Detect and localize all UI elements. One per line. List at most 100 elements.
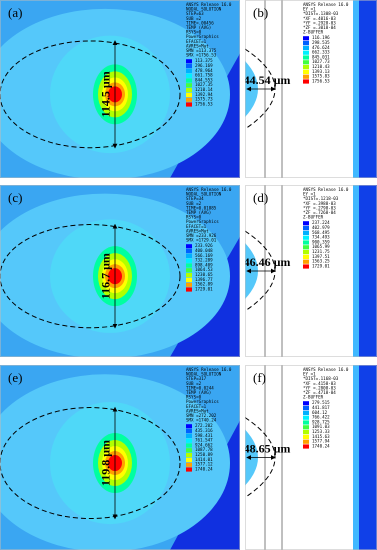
ansys-header: EY =1: [303, 372, 316, 377]
ansys-header: EFACET=1: [186, 39, 207, 44]
legend-swatch: [303, 230, 309, 235]
ansys-header: AVRES=Mat: [186, 228, 209, 233]
legend-swatch: [186, 78, 192, 83]
ansys-header: *DIST=.1308-03: [303, 11, 339, 16]
ansys-header: STEP=317: [186, 376, 207, 381]
ansys-header: PowerGraphics: [186, 34, 219, 39]
legend-value: 1393.13: [312, 69, 330, 74]
legend-swatch: [303, 69, 309, 74]
legend-swatch: [186, 429, 192, 434]
panel-body: 48.65 μm: [245, 365, 377, 550]
melt-pool-boundary: [0, 40, 181, 149]
legend-value: 116.196: [312, 35, 330, 40]
ansys-header: *ZF =.7268-04: [303, 210, 336, 215]
legend-swatch: [303, 410, 309, 415]
legend-swatch: [186, 273, 192, 278]
legend-swatch: [186, 88, 192, 93]
legend-value: 1396.77: [195, 277, 213, 282]
legend-value: 1091.03: [312, 424, 330, 429]
panel-label: (a): [8, 5, 22, 20]
legend-swatch: [186, 443, 192, 448]
ansys-header: Z-BUFFER: [303, 215, 324, 220]
ansys-header: *YF =.2808-03: [303, 385, 336, 390]
ansys-header: EY =1: [303, 7, 316, 12]
legend-swatch: [303, 36, 309, 41]
legend-swatch: [186, 102, 192, 107]
legend-value: 1415.63: [312, 434, 330, 439]
legend-swatch: [303, 444, 309, 449]
legend-swatch: [303, 50, 309, 55]
legend-value: 1575.83: [312, 74, 330, 79]
ansys-header: AVRES=Mat: [186, 408, 209, 413]
ansys-header: ANSYS Release 16.0: [186, 367, 232, 372]
legend-swatch: [303, 425, 309, 430]
legend-value: 1210.14: [195, 87, 213, 92]
legend-swatch: [186, 287, 192, 292]
legend-swatch: [303, 415, 309, 420]
legend-value: 1064.53: [195, 267, 213, 272]
panel-label: (f): [253, 370, 266, 385]
ansys-header: ANSYS Release 16.0: [303, 367, 349, 372]
ansys-header: SUB =2: [186, 201, 202, 206]
legend-value: 1231.75: [312, 249, 330, 254]
ansys-header: RSYS=0: [186, 30, 202, 35]
legend-value: 272.202: [195, 423, 213, 428]
legend-value: 845.031: [312, 54, 330, 59]
melt-pool-boundary: [0, 407, 181, 520]
ansys-header: SMN =233.926: [186, 233, 217, 238]
legend-swatch: [186, 282, 192, 287]
ansys-header: EY =1: [303, 192, 316, 197]
legend-swatch: [303, 55, 309, 60]
legend-swatch: [303, 406, 309, 411]
ansys-header: ANSYS Release 16.0: [303, 187, 349, 192]
legend-swatch: [303, 259, 309, 264]
ansys-header: ANSYS Release 16.0: [186, 187, 232, 192]
ansys-header: SUB =2: [186, 381, 202, 386]
legend-value: 1577.94: [312, 439, 330, 444]
model-edge: [353, 185, 359, 357]
ansys-header: SMX =1729.01: [186, 238, 217, 243]
legend-swatch: [186, 253, 192, 258]
ansys-header: *XF =.4016-03: [303, 16, 336, 21]
legend-swatch: [186, 263, 192, 268]
ansys-header: *DIST=.1168-03: [303, 376, 339, 381]
panel-label: (c): [8, 190, 22, 205]
panel-body: 116.7 μm: [0, 185, 240, 357]
ansys-header: *DIST=.1218-03: [303, 196, 339, 201]
legend-value: 1253.33: [312, 429, 330, 434]
legend-swatch: [186, 68, 192, 73]
legend-value: 1740.24: [312, 443, 330, 448]
legend-swatch: [303, 430, 309, 435]
legend-value: 662.333: [312, 50, 330, 55]
legend-swatch: [303, 254, 309, 259]
measurement: 114.5 μm: [99, 71, 113, 117]
measurement: 44.54 μm: [244, 73, 291, 87]
legend-value: 1756.53: [195, 101, 213, 106]
ansys-header: TIME=.00456: [186, 20, 214, 25]
legend-value: 1027.73: [312, 59, 330, 64]
legend-swatch: [186, 448, 192, 453]
legend-value: 568.495: [312, 230, 330, 235]
ansys-header: AVRES=Mat: [186, 43, 209, 48]
legend-swatch: [303, 65, 309, 70]
legend-value: 1563.25: [312, 259, 330, 264]
legend-swatch: [303, 74, 309, 79]
panel: 44.54 μm (b) ANSYS Release 16.0EY =1*DIST=…: [244, 0, 377, 178]
legend-value: 1729.01: [312, 263, 330, 268]
legend-value: 441.817: [312, 405, 330, 410]
legend-swatch: [186, 258, 192, 263]
legend-swatch: [303, 245, 309, 250]
legend-value: 661.758: [195, 73, 213, 78]
legend-value: 566.169: [195, 253, 213, 258]
legend-value: 766.422: [312, 415, 330, 420]
panel-label: (e): [8, 370, 22, 385]
ansys-header: TIME=0.0244: [186, 385, 214, 390]
legend-swatch: [303, 226, 309, 231]
ansys-header: Z-BUFFER: [303, 30, 324, 35]
legend-value: 1562.89: [195, 282, 213, 287]
legend-value: 928.725: [312, 419, 330, 424]
ansys-header: *YF =.2928-03: [303, 20, 336, 25]
ansys-header: PowerGraphics: [186, 399, 219, 404]
ansys-header: ANSYS Release 16.0: [303, 2, 349, 7]
